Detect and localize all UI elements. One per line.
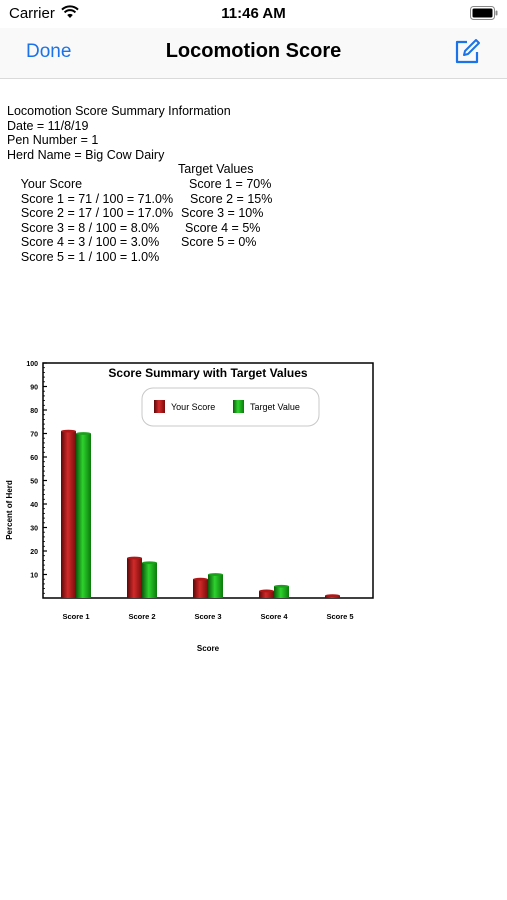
x-axis-label: Score xyxy=(197,644,220,653)
y-tick-label: 90 xyxy=(30,385,38,392)
bar-your-score xyxy=(127,558,142,598)
carrier-label: Carrier xyxy=(9,5,55,22)
target-values-header: Target Values xyxy=(178,162,254,177)
summary-row: Score 5 = 1 / 100 = 1.0% Score 5 = 0% xyxy=(7,235,256,264)
bar-top xyxy=(193,577,208,581)
target-score-2: Score 2 = 15% xyxy=(190,191,273,206)
target-score-3: Score 3 = 10% xyxy=(181,206,264,221)
plot-area: 10 20 30 40 50 60 70 80 90 100 Score 1 Score 2 Score… xyxy=(26,361,374,621)
compose-icon[interactable] xyxy=(453,38,481,66)
bar-target-value xyxy=(76,433,91,598)
target-score-5: Score 5 = 0% xyxy=(181,235,257,250)
bar-target-value xyxy=(208,574,223,598)
score-chart: Score Summary with Target Values Your Sc… xyxy=(0,355,400,665)
x-tick-label: Score 1 xyxy=(62,612,89,621)
bar-top xyxy=(61,429,76,433)
battery-icon xyxy=(470,6,498,25)
bar-top xyxy=(274,584,289,588)
navigation-bar: Done Locomotion Score xyxy=(0,28,507,79)
legend-swatch-target-value xyxy=(233,400,244,413)
y-tick-label: 70 xyxy=(30,432,38,439)
bar-target-value xyxy=(142,562,157,598)
summary-heading: Locomotion Score Summary Information xyxy=(7,104,231,118)
x-tick-label: Score 5 xyxy=(326,612,353,621)
summary-pen: Pen Number = 1 xyxy=(7,133,99,148)
y-tick-label: 50 xyxy=(30,479,38,486)
summary-row: Score 1 = 71 / 100 = 71.0% Score 1 = 70% xyxy=(7,177,271,206)
y-tick-label: 80 xyxy=(30,408,38,415)
status-bar: Carrier 11:46 AM xyxy=(0,0,507,28)
bar-top xyxy=(127,556,142,560)
summary-row: Score 3 = 8 / 100 = 8.0% Score 3 = 10% xyxy=(7,206,263,235)
bar-target-value xyxy=(274,586,289,598)
done-button[interactable]: Done xyxy=(26,41,72,62)
your-score-2: Score 2 = 17 / 100 = 17.0% xyxy=(20,206,174,221)
summary-date: Date = 11/8/19 xyxy=(7,118,89,133)
chart-svg: Score Summary with Target Values Your Sc… xyxy=(5,361,374,653)
page-title: Locomotion Score xyxy=(165,40,342,62)
your-score-4: Score 4 = 3 / 100 = 3.0% xyxy=(20,235,160,250)
bar-top xyxy=(76,432,91,435)
y-axis-label: Percent of Herd xyxy=(5,480,14,540)
bar-top xyxy=(208,573,223,576)
summary-row: Score 2 = 17 / 100 = 17.0% Score 2 = 15% xyxy=(7,192,272,221)
status-time: 11:46 AM xyxy=(221,5,286,22)
target-score-4: Score 4 = 5% xyxy=(185,220,261,235)
wifi-icon xyxy=(61,5,79,24)
y-tick-label: 100 xyxy=(26,361,38,368)
your-score-3: Score 3 = 8 / 100 = 8.0% xyxy=(20,220,160,235)
bar-your-score xyxy=(259,590,274,598)
chart-legend: Your Score Target Value xyxy=(141,387,320,427)
x-tick-label: Score 3 xyxy=(194,612,221,621)
x-tick-label: Score 4 xyxy=(260,612,288,621)
bar-your-score xyxy=(193,579,208,598)
summary-text: Locomotion Score Summary Information Dat… xyxy=(7,104,272,264)
summary-herd: Herd Name = Big Cow Dairy xyxy=(7,147,165,162)
x-tick-label: Score 2 xyxy=(128,612,155,621)
chart-title: Score Summary with Target Values xyxy=(108,366,308,380)
target-score-1: Score 1 = 70% xyxy=(189,176,272,191)
y-tick-label: 20 xyxy=(30,549,38,556)
your-score-1: Score 1 = 71 / 100 = 71.0% xyxy=(20,191,174,206)
y-tick-label: 40 xyxy=(30,502,38,509)
legend-label: Your Score xyxy=(171,402,215,412)
summary-column-headers: Your Score Target Values xyxy=(7,162,254,191)
bar-your-score xyxy=(61,431,76,598)
legend-label: Target Value xyxy=(250,402,300,412)
legend-swatch-your-score xyxy=(154,400,165,413)
your-score-header: Your Score xyxy=(20,176,83,191)
your-score-5: Score 5 = 1 / 100 = 1.0% xyxy=(20,249,160,264)
summary-row: Score 4 = 3 / 100 = 3.0% Score 4 = 5% xyxy=(7,221,260,250)
bar-top xyxy=(259,589,274,593)
y-tick-label: 60 xyxy=(30,455,38,462)
y-tick-label: 10 xyxy=(30,573,38,580)
bar-top xyxy=(325,594,340,598)
bar-top xyxy=(142,561,157,565)
y-tick-label: 30 xyxy=(30,526,38,533)
